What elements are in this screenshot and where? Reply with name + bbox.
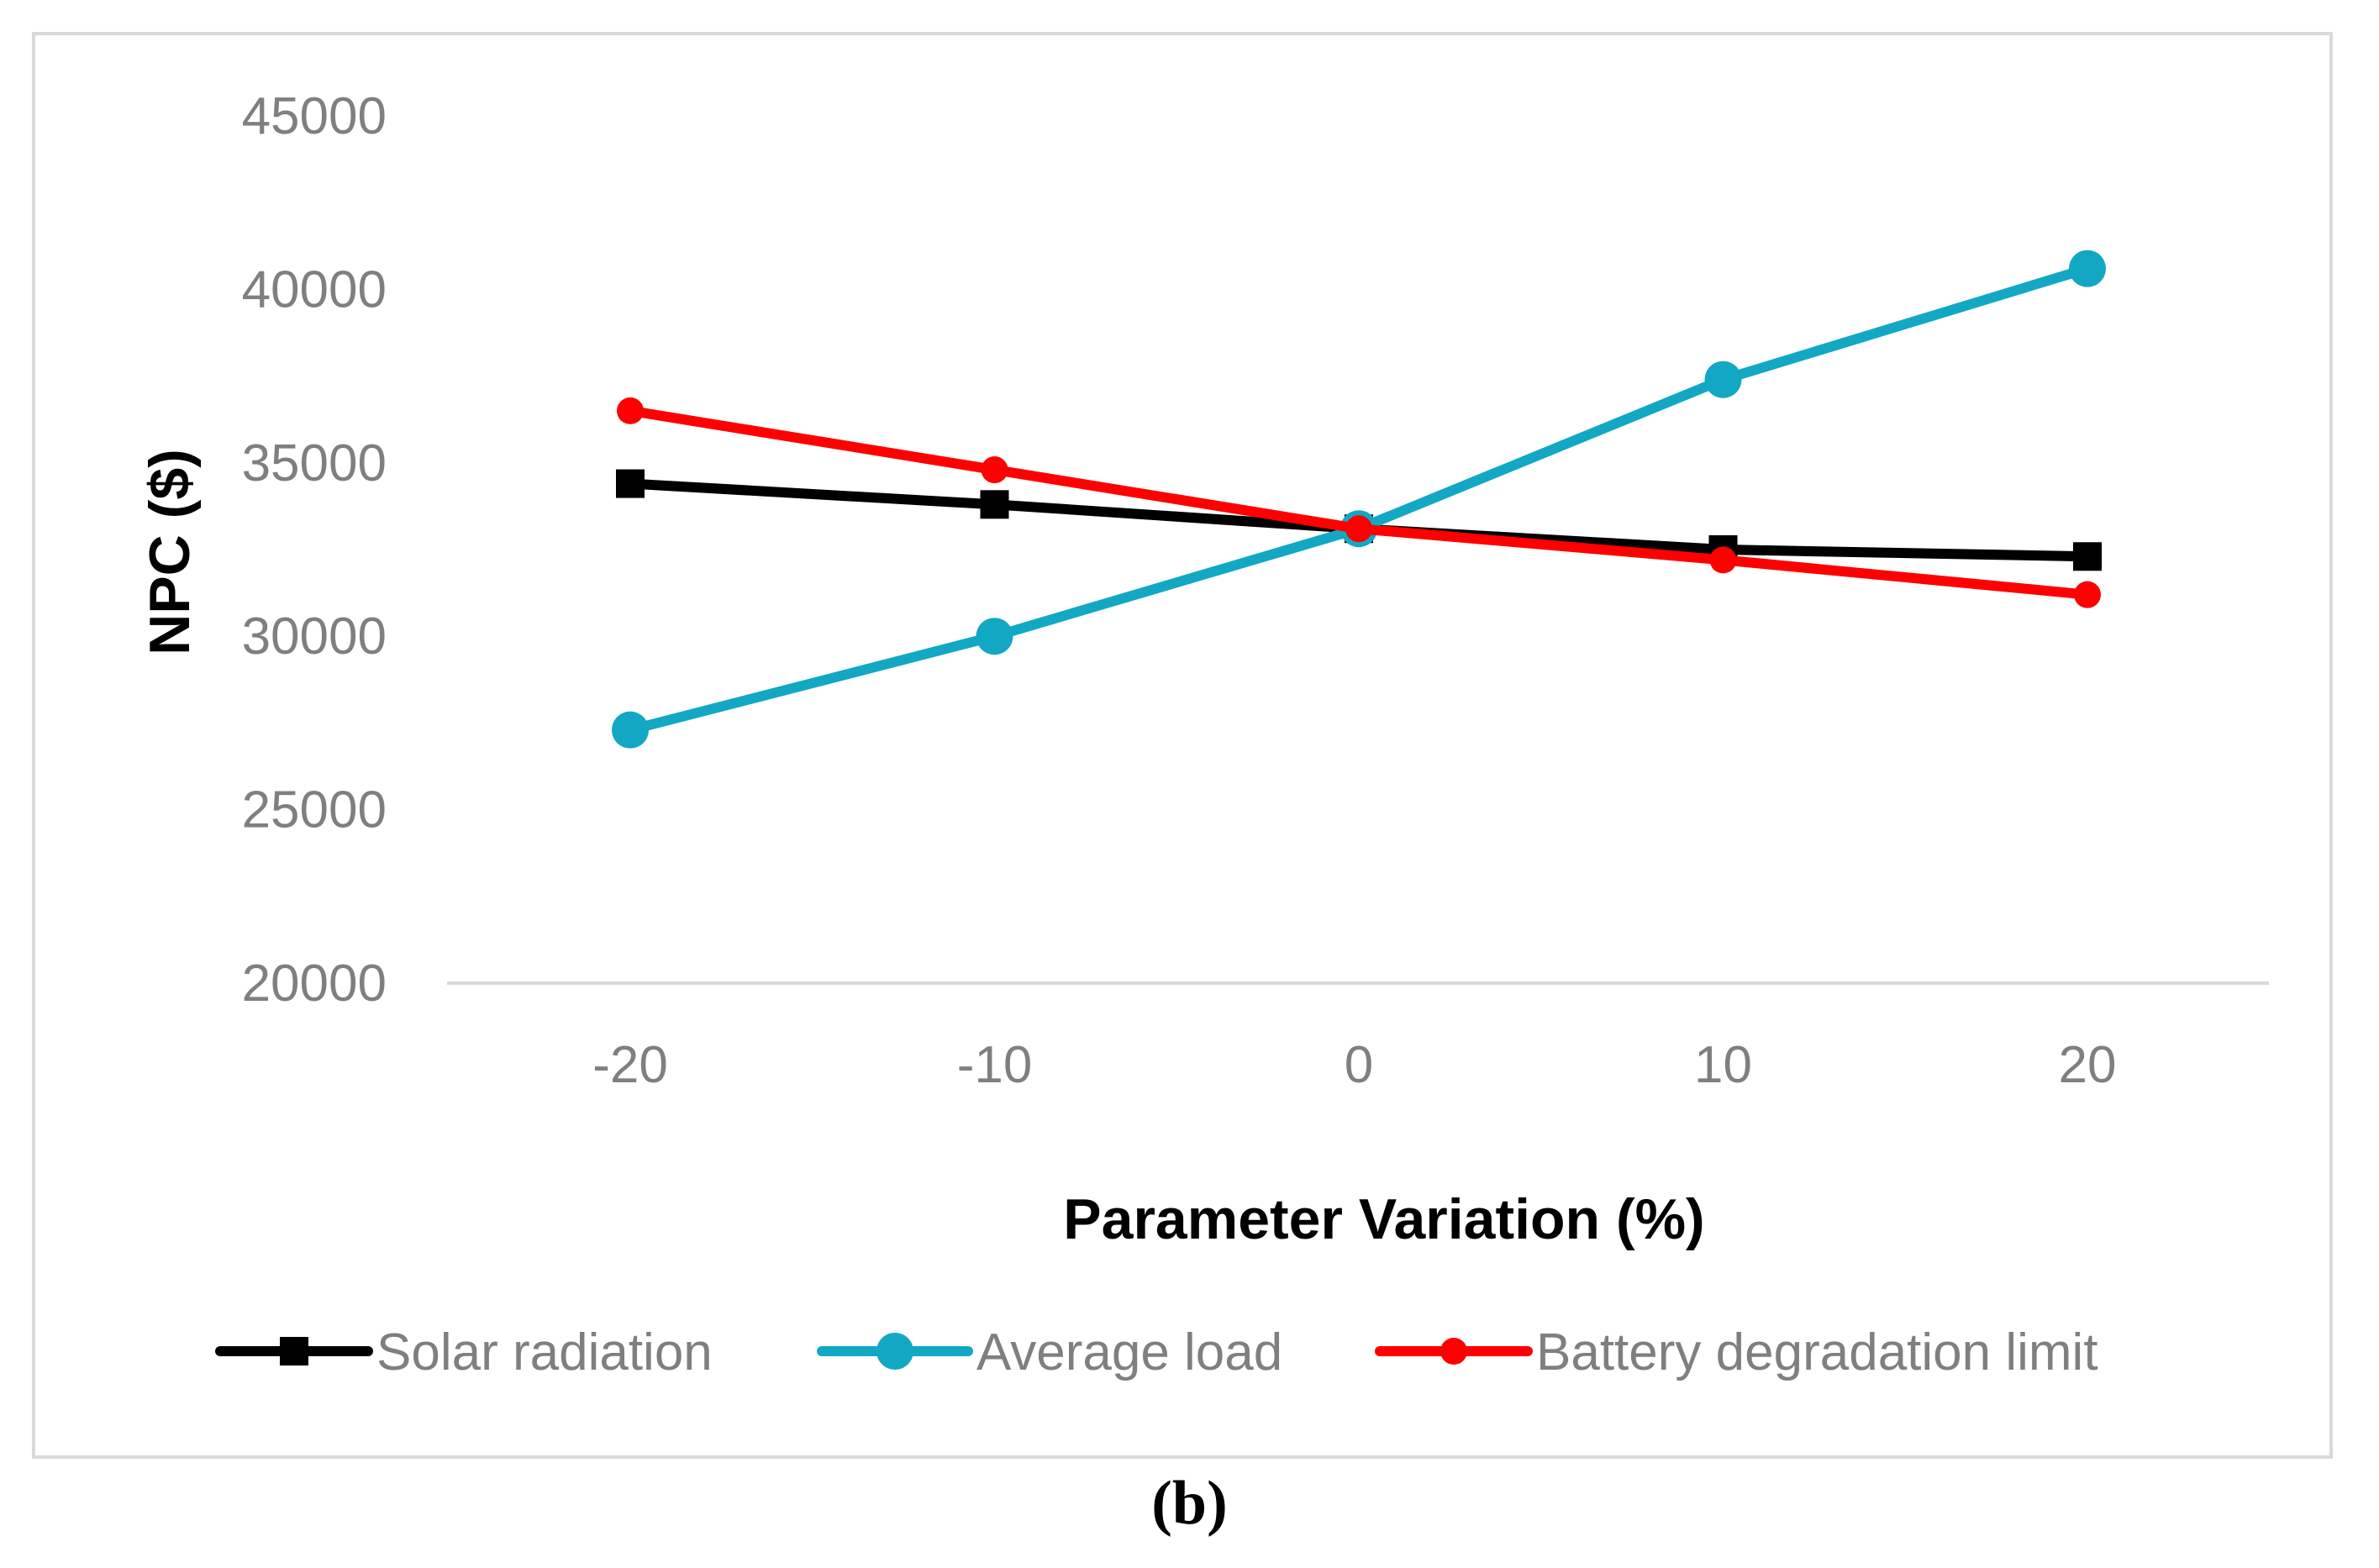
y-tick-label: 30000 (242, 608, 387, 666)
chart-frame (32, 32, 2333, 1459)
legend-swatch-marker (280, 1337, 308, 1365)
x-tick-label: 0 (1345, 1036, 1373, 1094)
y-tick-label: 35000 (242, 434, 387, 492)
data-point-battery-degradation-limit (1345, 515, 1372, 543)
legend-swatch-marker (876, 1333, 913, 1370)
y-tick-label: 40000 (242, 260, 387, 318)
data-point-solar-radiation (2073, 542, 2102, 571)
y-tick-label: 20000 (242, 955, 387, 1013)
data-point-battery-degradation-limit (617, 397, 644, 424)
x-axis-title: Parameter Variation (%) (1063, 1187, 1704, 1251)
y-tick-label: 25000 (242, 781, 387, 839)
legend-label: Solar radiation (376, 1323, 713, 1381)
legend-label: Average load (976, 1323, 1282, 1381)
data-point-battery-degradation-limit (2074, 581, 2101, 608)
data-point-battery-degradation-limit (981, 456, 1008, 484)
y-axis-title: NPC ($) (138, 449, 202, 655)
x-tick-label: -20 (592, 1036, 668, 1094)
legend-swatch-marker (1440, 1338, 1467, 1365)
x-tick-label: -10 (957, 1036, 1033, 1094)
legend-label: Battery degradation limit (1536, 1323, 2098, 1381)
data-point-average-load (2069, 250, 2106, 287)
data-point-average-load (1704, 360, 1742, 398)
series-layer (612, 250, 2106, 749)
x-axis-ticks: -20 -10 0 10 20 (592, 1036, 2116, 1094)
series-line-battery-degradation-limit (625, 405, 2092, 600)
panel-caption: (b) (1151, 1469, 1228, 1538)
legend-item-average-load: Average load (817, 1323, 1282, 1381)
data-point-average-load (976, 618, 1013, 655)
legend: Solar radiation Average load Battery degra… (215, 1323, 2098, 1381)
data-point-battery-degradation-limit (1709, 546, 1737, 574)
x-tick-label: 20 (2059, 1036, 2117, 1094)
x-tick-label: 10 (1694, 1036, 1752, 1094)
legend-item-solar-radiation: Solar radiation (215, 1323, 713, 1381)
data-point-solar-radiation (980, 490, 1009, 519)
y-axis-ticks: 20000 25000 30000 35000 40000 45000 (242, 87, 387, 1013)
legend-item-battery-degradation-limit: Battery degradation limit (1375, 1323, 2098, 1381)
y-tick-label: 45000 (242, 87, 387, 145)
data-point-solar-radiation (616, 469, 645, 498)
data-point-average-load (612, 711, 649, 749)
series-battery-degradation-limit (617, 397, 2101, 608)
